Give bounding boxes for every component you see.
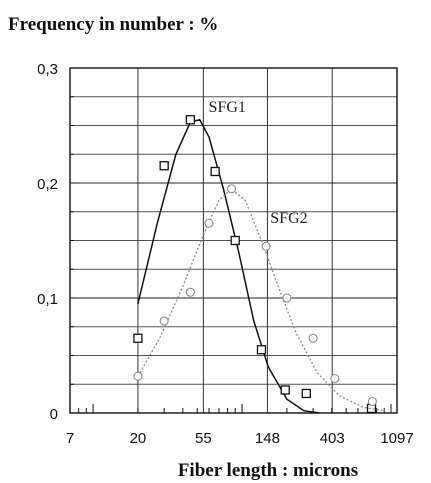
data-point-sfg2 <box>204 218 214 228</box>
data-point-sfg1 <box>280 385 290 395</box>
y-tick-label: 0,3 <box>37 61 58 78</box>
data-point-sfg2 <box>308 333 318 343</box>
x-tick-label: 1097 <box>380 430 413 447</box>
series-line-sfg1 <box>137 118 320 414</box>
x-tick-label: 20 <box>130 430 147 447</box>
x-tick-label: 55 <box>195 430 212 447</box>
y-tick-label: 0,1 <box>37 291 58 308</box>
data-point-sfg1 <box>159 161 169 171</box>
plot-area: 7 20 55 148 403 1097 0 0,1 0,2 0,3 SFG1 SFG2 <box>37 61 414 447</box>
x-tick-label: 403 <box>320 430 345 447</box>
y-tick-label: 0,2 <box>37 176 58 193</box>
data-point-sfg2 <box>185 287 195 297</box>
data-point-sfg1 <box>256 345 267 355</box>
series-line-sfg2 <box>137 187 385 412</box>
x-axis-label: Fiber length : microns <box>178 460 358 481</box>
data-point-sfg2 <box>159 316 169 326</box>
data-point-sfg2 <box>282 293 292 303</box>
data-point-sfg2 <box>367 396 377 407</box>
data-point-sfg1 <box>210 166 220 177</box>
data-point-sfg2 <box>226 184 237 194</box>
chart-title: Frequency in number : % <box>8 14 218 35</box>
data-point-sfg1 <box>230 235 240 246</box>
data-point-sfg2 <box>133 371 143 381</box>
data-point-sfg2 <box>261 241 271 251</box>
data-point-sfg1 <box>185 115 196 125</box>
data-point-sfg1 <box>301 388 311 399</box>
x-tick-label: 7 <box>66 430 74 447</box>
data-point-sfg2 <box>330 373 340 384</box>
data-point-sfg1 <box>133 333 143 343</box>
y-tick-label: 0 <box>50 406 58 423</box>
x-tick-label: 148 <box>255 430 280 447</box>
series-label-sfg2: SFG2 <box>270 210 307 227</box>
series-label-sfg1: SFG1 <box>209 99 246 116</box>
